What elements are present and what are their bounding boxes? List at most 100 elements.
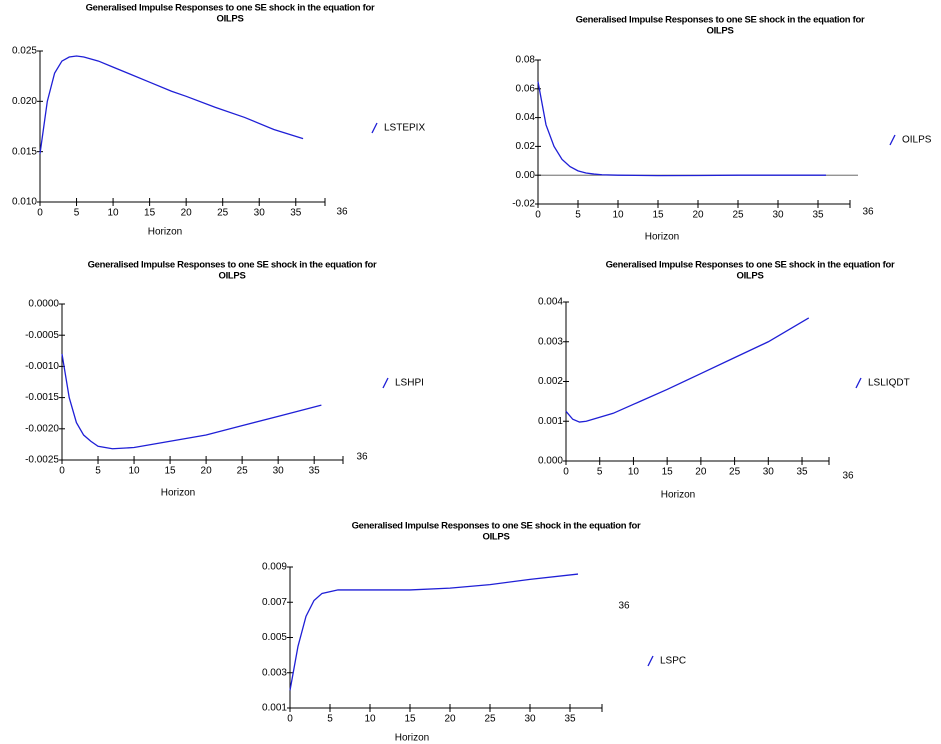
y-tick-label: 0.0000 <box>28 299 59 310</box>
x-tick-label: 25 <box>729 467 741 478</box>
x-tick-label: 20 <box>444 714 456 725</box>
x-tick-label: 5 <box>74 208 80 219</box>
y-tick-label: -0.0025 <box>25 455 59 466</box>
chart-title: OILPS <box>216 14 243 25</box>
x-tick-label: 35 <box>812 210 824 221</box>
x-tick-label: 0 <box>287 714 293 725</box>
y-tick-label: 0.000 <box>538 456 563 467</box>
y-tick-label: 0.020 <box>12 96 37 107</box>
x-tick-label: 15 <box>165 466 177 477</box>
y-tick-label: 0.003 <box>262 667 287 678</box>
x-tick-label: 0 <box>59 466 65 477</box>
data-line <box>61 353 322 450</box>
y-tick-label: 0.04 <box>516 112 536 123</box>
y-tick-label: -0.0005 <box>25 330 59 341</box>
x-tick-label: 15 <box>144 208 156 219</box>
chart-title: OILPS <box>736 271 763 282</box>
x-tick-label: 20 <box>181 208 193 219</box>
legend-label: LSTEPIX <box>384 123 425 134</box>
x-axis-label: Horizon <box>645 232 679 243</box>
x-tick-label: 0 <box>563 467 569 478</box>
x-tick-label: 30 <box>763 467 775 478</box>
y-tick-label: 0.007 <box>262 597 287 608</box>
x-tick-label: 35 <box>564 714 576 725</box>
x-end-label: 36 <box>842 471 854 482</box>
y-tick-label: 0.08 <box>516 55 536 66</box>
y-tick-label: -0.0010 <box>25 361 59 372</box>
x-tick-label: 0 <box>535 210 541 221</box>
y-tick-label: 0.015 <box>12 146 37 157</box>
x-tick-label: 30 <box>273 466 285 477</box>
y-tick-label: 0.00 <box>516 170 536 181</box>
data-line <box>39 55 304 154</box>
x-tick-label: 35 <box>796 467 808 478</box>
x-tick-label: 10 <box>628 467 640 478</box>
legend-swatch <box>889 134 896 146</box>
x-tick-label: 25 <box>732 210 744 221</box>
x-tick-label: 20 <box>695 467 707 478</box>
chart-title: OILPS <box>706 26 733 37</box>
y-tick-label: 0.002 <box>538 376 563 387</box>
chart-title: Generalised Impulse Responses to one SE … <box>576 15 865 26</box>
legend-swatch <box>647 655 654 667</box>
y-tick-label: 0.025 <box>12 46 37 57</box>
chart-title: Generalised Impulse Responses to one SE … <box>86 3 375 14</box>
y-tick-label: -0.02 <box>512 199 535 210</box>
legend-label: LSHPI <box>395 378 424 389</box>
y-tick-label: 0.001 <box>538 416 563 427</box>
x-tick-label: 30 <box>524 714 536 725</box>
y-tick-label: 0.06 <box>516 83 536 94</box>
data-line <box>565 317 810 423</box>
x-tick-label: 35 <box>309 466 321 477</box>
x-tick-label: 25 <box>237 466 249 477</box>
x-axis-label: Horizon <box>148 227 182 238</box>
chart-title: OILPS <box>482 532 509 543</box>
x-tick-label: 15 <box>652 210 664 221</box>
data-line <box>537 81 826 177</box>
legend-swatch <box>371 122 378 134</box>
x-end-label: 36 <box>862 207 874 218</box>
data-line <box>289 573 579 691</box>
legend-swatch <box>382 377 389 389</box>
legend-label: OILPS <box>902 135 932 146</box>
x-tick-label: 5 <box>597 467 603 478</box>
legend-label: LSLIQDT <box>868 378 910 389</box>
y-tick-label: 0.009 <box>262 562 287 573</box>
chart-title: Generalised Impulse Responses to one SE … <box>352 521 641 532</box>
x-axis-label: Horizon <box>661 490 695 501</box>
x-tick-label: 10 <box>364 714 376 725</box>
x-tick-label: 30 <box>772 210 784 221</box>
x-tick-label: 10 <box>612 210 624 221</box>
legend-label: LSPC <box>660 656 686 667</box>
y-tick-label: -0.0020 <box>25 423 59 434</box>
chart-title: Generalised Impulse Responses to one SE … <box>88 260 377 271</box>
y-tick-label: 0.005 <box>262 632 287 643</box>
x-axis-label: Horizon <box>395 733 429 744</box>
legend-swatch <box>855 377 862 389</box>
x-tick-label: 0 <box>37 208 43 219</box>
x-tick-label: 15 <box>404 714 416 725</box>
x-tick-label: 5 <box>95 466 101 477</box>
y-tick-label: 0.003 <box>538 336 563 347</box>
x-tick-label: 20 <box>692 210 704 221</box>
x-tick-label: 15 <box>662 467 674 478</box>
x-end-label: 36 <box>336 207 348 218</box>
x-tick-label: 5 <box>327 714 333 725</box>
y-tick-label: 0.010 <box>12 197 37 208</box>
x-tick-label: 25 <box>484 714 496 725</box>
chart-title: OILPS <box>218 271 245 282</box>
x-axis-label: Horizon <box>161 488 195 499</box>
y-tick-label: 0.02 <box>516 141 536 152</box>
x-tick-label: 5 <box>575 210 581 221</box>
x-tick-label: 25 <box>217 208 229 219</box>
x-end-label: 36 <box>618 601 630 612</box>
x-end-label: 36 <box>356 452 368 463</box>
x-tick-label: 35 <box>290 208 302 219</box>
y-tick-label: 0.004 <box>538 297 563 308</box>
y-tick-label: -0.0015 <box>25 392 59 403</box>
x-tick-label: 20 <box>201 466 213 477</box>
x-tick-label: 30 <box>254 208 266 219</box>
y-tick-label: 0.001 <box>262 703 287 714</box>
x-tick-label: 10 <box>108 208 120 219</box>
